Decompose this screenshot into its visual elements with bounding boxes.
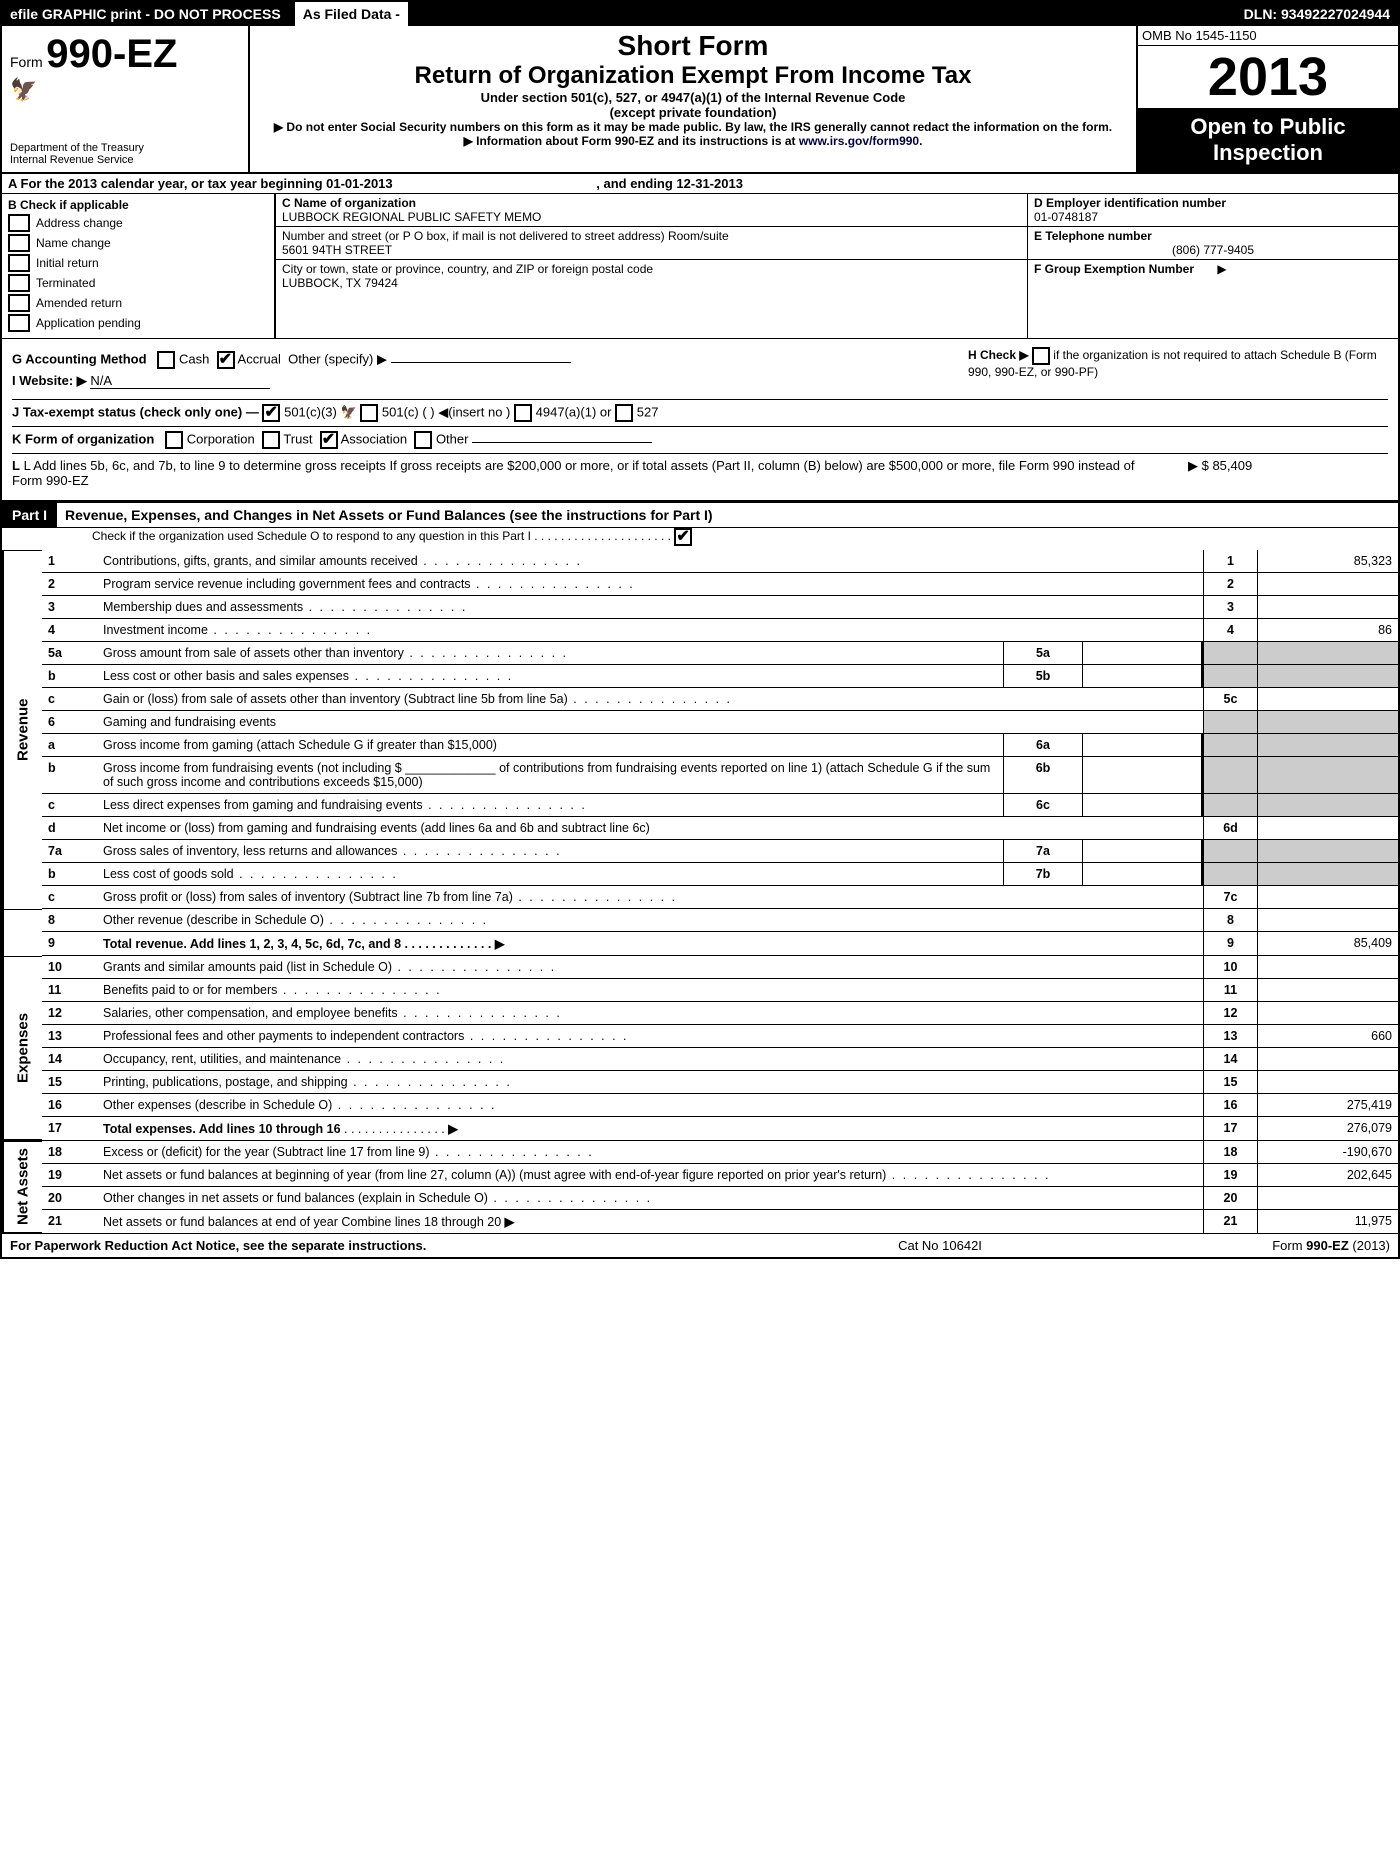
chk-schedule-b[interactable]	[1032, 347, 1050, 365]
top-bar: efile GRAPHIC print - DO NOT PROCESS As …	[2, 2, 1398, 26]
chk-terminated[interactable]	[8, 274, 30, 292]
footer: For Paperwork Reduction Act Notice, see …	[2, 1234, 1398, 1257]
header: Form 990-EZ 🦅 Department of the Treasury…	[2, 26, 1398, 174]
line1-value: 85,323	[1258, 550, 1398, 573]
chk-cash[interactable]	[157, 351, 175, 369]
org-address: 5601 94TH STREET	[282, 243, 392, 257]
chk-accrual[interactable]	[217, 351, 235, 369]
part-1-grid: Revenue 1Contributions, gifts, grants, a…	[2, 550, 1398, 1234]
block-bcdef: B Check if applicable Address change Nam…	[2, 194, 1398, 339]
line9-value: 85,409	[1258, 932, 1398, 956]
row-a: A For the 2013 calendar year, or tax yea…	[2, 174, 1398, 194]
chk-initial-return[interactable]	[8, 254, 30, 272]
efile-label: efile GRAPHIC print - DO NOT PROCESS	[2, 2, 289, 26]
org-name: LUBBOCK REGIONAL PUBLIC SAFETY MEMO	[282, 210, 541, 224]
form-number: 990-EZ	[46, 32, 177, 76]
side-expenses: Expenses	[2, 956, 42, 1141]
chk-name-change[interactable]	[8, 234, 30, 252]
form-prefix: Form	[10, 54, 43, 70]
warning-2: ▶ Information about Form 990-EZ and its …	[260, 134, 1126, 148]
line19-value: 202,645	[1258, 1164, 1398, 1187]
return-title: Return of Organization Exempt From Incom…	[260, 62, 1126, 90]
dept-treasury: Department of the Treasury	[10, 142, 240, 154]
mid-block: G Accounting Method Cash Accrual Other (…	[2, 339, 1398, 501]
side-netassets: Net Assets	[2, 1141, 42, 1234]
chk-527[interactable]	[615, 404, 633, 422]
dln-label: DLN: 93492227024944	[1236, 2, 1398, 26]
ein: 01-0748187	[1034, 210, 1098, 224]
line13-value: 660	[1258, 1025, 1398, 1048]
line17-value: 276,079	[1258, 1117, 1398, 1141]
column-c: C Name of organization LUBBOCK REGIONAL …	[276, 194, 1028, 338]
chk-501c[interactable]	[360, 404, 378, 422]
chk-corp[interactable]	[165, 431, 183, 449]
chk-pending[interactable]	[8, 314, 30, 332]
warning-1: ▶ Do not enter Social Security numbers o…	[260, 120, 1126, 134]
phone: (806) 777-9405	[1034, 243, 1392, 257]
chk-assoc[interactable]	[320, 431, 338, 449]
irs-logo-icon: 🦅	[10, 77, 240, 103]
chk-schedule-o[interactable]	[674, 528, 692, 546]
chk-4947[interactable]	[514, 404, 532, 422]
chk-amended[interactable]	[8, 294, 30, 312]
irs-link[interactable]: www.irs.gov/form990	[799, 134, 919, 148]
omb-number: OMB No 1545-1150	[1138, 26, 1398, 46]
website-link[interactable]: N/A	[90, 373, 270, 389]
column-def: D Employer identification number 01-0748…	[1028, 194, 1398, 338]
tax-year: 2013	[1138, 46, 1398, 108]
column-b: B Check if applicable Address change Nam…	[2, 194, 276, 338]
subtitle-1: Under section 501(c), 527, or 4947(a)(1)…	[260, 90, 1126, 105]
open-to-public: Open to Public Inspection	[1138, 108, 1398, 172]
dept-irs: Internal Revenue Service	[10, 154, 240, 166]
chk-address-change[interactable]	[8, 214, 30, 232]
side-revenue: Revenue	[2, 550, 42, 909]
part-1-sub: Check if the organization used Schedule …	[2, 528, 1398, 550]
org-city: LUBBOCK, TX 79424	[282, 276, 398, 290]
part-1-header: Part I Revenue, Expenses, and Changes in…	[2, 501, 1398, 528]
line4-value: 86	[1258, 619, 1398, 642]
line16-value: 275,419	[1258, 1094, 1398, 1117]
short-form-title: Short Form	[260, 30, 1126, 62]
chk-other[interactable]	[414, 431, 432, 449]
line18-value: -190,670	[1258, 1141, 1398, 1164]
subtitle-2: (except private foundation)	[260, 105, 1126, 120]
chk-trust[interactable]	[262, 431, 280, 449]
gross-receipts: ▶ $ 85,409	[1168, 458, 1388, 488]
line21-value: 11,975	[1258, 1210, 1398, 1234]
form-page: efile GRAPHIC print - DO NOT PROCESS As …	[0, 0, 1400, 1259]
asfiled-label: As Filed Data -	[295, 2, 408, 26]
chk-501c3[interactable]	[262, 404, 280, 422]
